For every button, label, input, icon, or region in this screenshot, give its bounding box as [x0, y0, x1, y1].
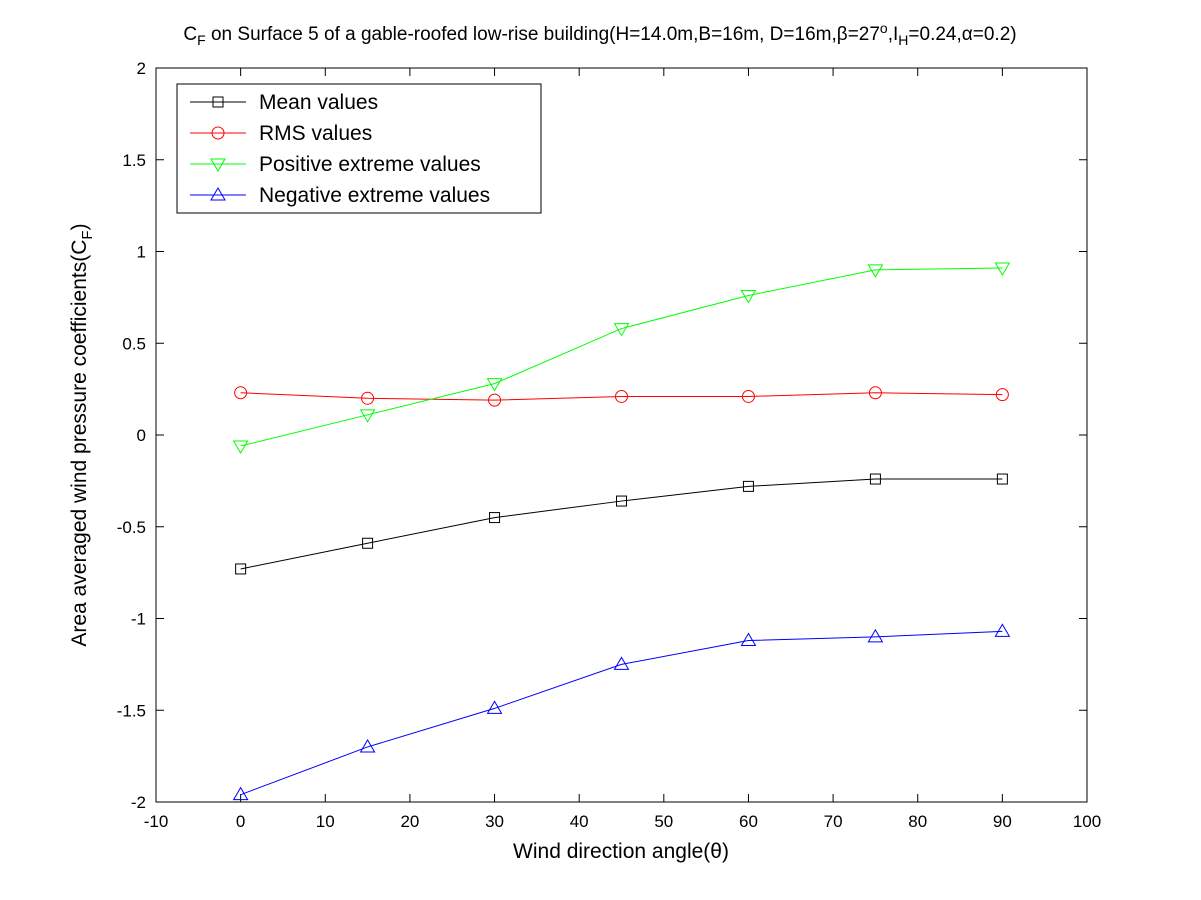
x-tick-label: 100	[1073, 812, 1101, 831]
marker-triangle-down	[994, 262, 1011, 277]
series-line	[240, 267, 1003, 447]
marker-square	[489, 512, 501, 524]
marker-triangle-down	[613, 323, 630, 337]
x-tick-label: 30	[485, 812, 504, 831]
y-tick-label: -0.5	[117, 518, 146, 537]
x-tick-label: 20	[400, 812, 419, 831]
marker-triangle-up	[613, 656, 630, 670]
y-tick-label: -1.5	[117, 701, 146, 720]
title-main-prefix: C	[183, 24, 197, 45]
marker-triangle-up	[232, 786, 249, 801]
marker-triangle-up	[486, 700, 503, 714]
marker-circle	[488, 393, 502, 407]
series-group	[232, 262, 1011, 801]
x-tick-label: 90	[993, 812, 1012, 831]
marker-triangle-up	[740, 632, 757, 647]
title-alpha-val: =0.2)	[973, 24, 1017, 45]
x-tick-label: 70	[824, 812, 843, 831]
x-tick-label: 40	[570, 812, 589, 831]
legend-item: Negative extreme values	[190, 184, 490, 207]
marker-square	[362, 537, 374, 549]
marker-circle	[741, 389, 755, 403]
axis-ticks	[155, 67, 1088, 803]
title-post-i: =0.24,	[908, 24, 961, 45]
marker-circle	[868, 386, 882, 400]
marker-circle	[361, 391, 375, 405]
x-tick-label: -10	[144, 812, 169, 831]
series-line	[240, 630, 1003, 796]
x-axis-label: Wind direction angle(θ)	[513, 840, 729, 863]
legend-item: RMS values	[190, 122, 372, 145]
marker-triangle-down	[359, 409, 376, 423]
marker-square	[235, 563, 247, 575]
marker-square	[742, 480, 754, 492]
legend: Mean values RMS values Positive extreme va…	[176, 83, 542, 214]
title-i-prefix: ,I	[888, 24, 899, 45]
y-tick-label: -1	[131, 610, 146, 629]
legend-label: Positive extreme values	[259, 153, 481, 176]
y-tick-label: -2	[131, 793, 146, 812]
legend-item: Mean values	[190, 91, 378, 114]
title-beta-val: =27	[848, 24, 880, 45]
y-tick-labels: -2 -1.5 -1 -0.5 0 0.5 1 1.5 2	[117, 59, 146, 812]
legend-box	[176, 83, 542, 214]
x-tick-label: 10	[316, 812, 335, 831]
legend-item: Positive extreme values	[190, 153, 481, 176]
marker-square	[996, 473, 1008, 485]
marker-triangle-down	[232, 440, 249, 455]
title-i-sub: H	[898, 32, 908, 48]
marker-square	[212, 96, 224, 108]
x-tick-label: 50	[654, 812, 673, 831]
y-axis-label: Area averaged wind pressure coefficients…	[68, 223, 96, 646]
series-2	[232, 262, 1011, 455]
marker-circle	[995, 388, 1009, 402]
x-tick-label: 0	[236, 812, 245, 831]
title-alpha: α	[962, 24, 973, 45]
y-tick-label: 0.5	[122, 334, 146, 353]
marker-triangle-up	[867, 628, 884, 643]
marker-triangle-up	[359, 738, 376, 753]
title-degree: o	[880, 20, 888, 36]
y-tick-label: 1.5	[122, 151, 146, 170]
marker-circle	[234, 386, 248, 400]
title-pre-beta: on Surface 5 of a gable-roofed low-rise …	[206, 24, 837, 45]
y-axis-label-sub: F	[79, 230, 96, 239]
legend-label: Negative extreme values	[259, 184, 490, 207]
marker-square	[869, 473, 881, 485]
legend-items: Mean values RMS values Positive extreme va…	[190, 91, 490, 207]
marker-triangle-down	[210, 158, 226, 172]
x-tick-label: 60	[739, 812, 758, 831]
legend-label: RMS values	[259, 122, 372, 145]
y-tick-label: 2	[137, 59, 146, 78]
legend-label: Mean values	[259, 91, 378, 114]
series-line	[240, 392, 1003, 401]
series-line	[240, 478, 1003, 570]
marker-triangle-down	[486, 378, 503, 392]
marker-square	[616, 495, 627, 507]
marker-triangle-up	[210, 187, 226, 201]
marker-circle	[615, 389, 628, 403]
title-beta: β	[837, 24, 848, 45]
series-0	[235, 473, 1008, 575]
y-axis-label-prefix: Area averaged wind pressure coefficients…	[68, 240, 91, 647]
x-tick-label: 80	[908, 812, 927, 831]
marker-triangle-down	[867, 264, 884, 278]
y-axis-label-suffix: )	[68, 223, 91, 230]
marker-circle	[211, 126, 225, 140]
series-3	[232, 623, 1011, 801]
y-tick-label: 1	[137, 243, 146, 262]
marker-triangle-down	[740, 290, 757, 304]
title-main-sub: F	[197, 32, 206, 48]
marker-triangle-up	[994, 623, 1011, 637]
chart-title: CF on Surface 5 of a gable-roofed low-ri…	[183, 20, 1016, 48]
y-tick-label: 0	[137, 426, 146, 445]
x-tick-labels: -10 0 10 20 30 40 50 60 70 80 90 100	[144, 812, 1101, 831]
series-1	[234, 386, 1009, 407]
